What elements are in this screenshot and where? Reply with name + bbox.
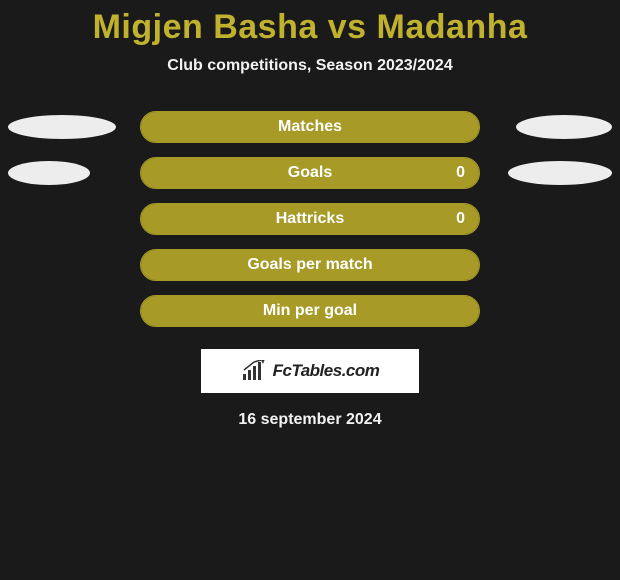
title-player1: Migjen Basha bbox=[93, 8, 318, 46]
stat-bar: Goals per match bbox=[140, 249, 480, 281]
title-player2: Madanha bbox=[377, 8, 528, 46]
stat-value-right: 0 bbox=[456, 210, 465, 228]
footer-badge: FcTables.com bbox=[201, 349, 419, 393]
stat-bar: Goals 0 bbox=[140, 157, 480, 189]
side-marker-right bbox=[508, 161, 612, 185]
footer-text: FcTables.com bbox=[273, 361, 380, 381]
stat-label: Min per goal bbox=[263, 302, 357, 320]
comparison-row: Min per goal bbox=[0, 295, 620, 327]
comparison-row: Matches bbox=[0, 111, 620, 143]
stat-label: Goals per match bbox=[247, 256, 372, 274]
side-marker-left bbox=[8, 115, 116, 139]
bar-fill-left bbox=[141, 158, 310, 188]
stat-label: Goals bbox=[288, 164, 332, 182]
comparison-row: Goals per match bbox=[0, 249, 620, 281]
stat-bar: Min per goal bbox=[140, 295, 480, 327]
stat-label: Matches bbox=[278, 118, 342, 136]
side-marker-right bbox=[516, 115, 612, 139]
title-vs: vs bbox=[328, 8, 367, 46]
side-marker-left bbox=[8, 161, 90, 185]
page-title: Migjen Basha vs Madanha bbox=[0, 0, 620, 47]
comparison-row: Hattricks 0 bbox=[0, 203, 620, 235]
comparison-rows: Matches Goals 0 Hattricks 0 Goals per match Mi… bbox=[0, 111, 620, 327]
comparison-row: Goals 0 bbox=[0, 157, 620, 189]
fctables-icon bbox=[241, 360, 267, 382]
stat-label: Hattricks bbox=[276, 210, 344, 228]
stat-bar: Hattricks 0 bbox=[140, 203, 480, 235]
stat-bar: Matches bbox=[140, 111, 480, 143]
date-text: 16 september 2024 bbox=[0, 411, 620, 429]
stat-value-right: 0 bbox=[456, 164, 465, 182]
subtitle: Club competitions, Season 2023/2024 bbox=[0, 57, 620, 75]
bar-fill-right bbox=[310, 158, 479, 188]
